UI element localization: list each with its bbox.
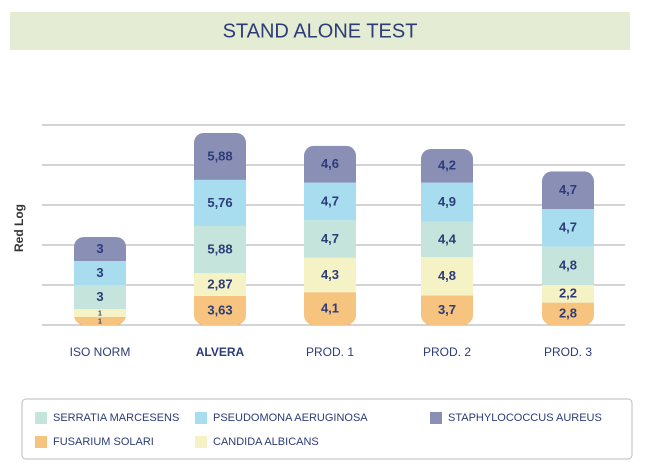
legend-box xyxy=(21,398,633,460)
bar-stack xyxy=(74,237,126,325)
data-label: 4,4 xyxy=(438,231,457,246)
bar-segment xyxy=(421,257,473,296)
bar-segment xyxy=(194,132,246,180)
x-tick-label: PROD. 3 xyxy=(544,345,592,359)
data-label: 4,8 xyxy=(559,258,577,273)
bar-stack xyxy=(421,149,473,325)
bar-stack xyxy=(542,171,594,325)
bar-segment xyxy=(304,257,356,293)
bar-stack xyxy=(194,132,246,325)
legend-swatch xyxy=(195,412,207,424)
chart-title: STAND ALONE TEST xyxy=(223,20,418,42)
data-label: 4,7 xyxy=(559,182,577,197)
bar-segment xyxy=(74,237,126,261)
data-label: 4,7 xyxy=(321,231,339,246)
data-label: 1 xyxy=(98,310,102,317)
legend-label: PSEUDOMONA AERUGINOSA xyxy=(213,412,368,424)
data-label: 4,2 xyxy=(438,158,456,173)
bar-segment xyxy=(542,285,594,303)
data-label: 4,8 xyxy=(438,268,456,283)
bar-segment xyxy=(194,273,246,296)
data-label: 3 xyxy=(96,289,103,304)
bar-segment xyxy=(421,149,473,183)
title-banner xyxy=(10,12,630,50)
data-label: 2,2 xyxy=(559,286,577,301)
bar-segment xyxy=(304,145,356,183)
data-label: 4,7 xyxy=(321,193,339,208)
bar-segment xyxy=(304,182,356,221)
data-label: 1 xyxy=(98,318,102,325)
data-label: 4,9 xyxy=(438,194,456,209)
data-label: 5,88 xyxy=(207,241,232,256)
data-label: 4,1 xyxy=(321,301,339,316)
bar-segment xyxy=(421,295,473,325)
bar-segment xyxy=(421,182,473,222)
bar-segment xyxy=(74,317,126,325)
x-tick-label: ISO NORM xyxy=(70,345,131,359)
data-label: 3,7 xyxy=(438,302,456,317)
bar-segment xyxy=(194,179,246,226)
y-axis-label: Red Log xyxy=(12,204,26,252)
bar-segment xyxy=(194,225,246,273)
legend-swatch xyxy=(35,436,47,448)
data-label: 4,3 xyxy=(321,267,339,282)
bar-segment xyxy=(421,221,473,257)
legend-label: CANDIDA ALBICANS xyxy=(213,436,319,448)
data-label: 4,6 xyxy=(321,156,339,171)
legend-label: SERRATIA MARCESENS xyxy=(53,412,179,424)
bar-segment xyxy=(542,171,594,209)
bar-stack xyxy=(304,145,356,325)
data-label: 5,76 xyxy=(207,195,232,210)
x-tick-label: PROD. 1 xyxy=(306,345,354,359)
bar-segment xyxy=(304,220,356,258)
legend-label: FUSARIUM SOLARI xyxy=(53,436,154,448)
data-label: 3 xyxy=(96,265,103,280)
data-label: 3,63 xyxy=(207,302,232,317)
bar-segment xyxy=(194,295,246,325)
legend-swatch xyxy=(430,412,442,424)
data-label: 2,8 xyxy=(559,306,577,321)
bar-segment xyxy=(74,309,126,317)
bar-segment xyxy=(74,261,126,285)
x-tick-label: ALVERA xyxy=(196,345,245,359)
bar-segment xyxy=(304,292,356,325)
x-tick-label: PROD. 2 xyxy=(423,345,471,359)
bar-segment xyxy=(74,285,126,309)
legend-swatch xyxy=(35,412,47,424)
bar-segment xyxy=(542,302,594,325)
data-label: 5,88 xyxy=(207,148,232,163)
legend-swatch xyxy=(195,436,207,448)
data-label: 3 xyxy=(96,241,103,256)
bar-segment xyxy=(542,209,594,247)
legend-label: STAPHYLOCOCCUS AUREUS xyxy=(448,412,602,424)
data-label: 2,87 xyxy=(207,276,232,291)
data-label: 4,7 xyxy=(559,220,577,235)
bar-segment xyxy=(542,246,594,285)
